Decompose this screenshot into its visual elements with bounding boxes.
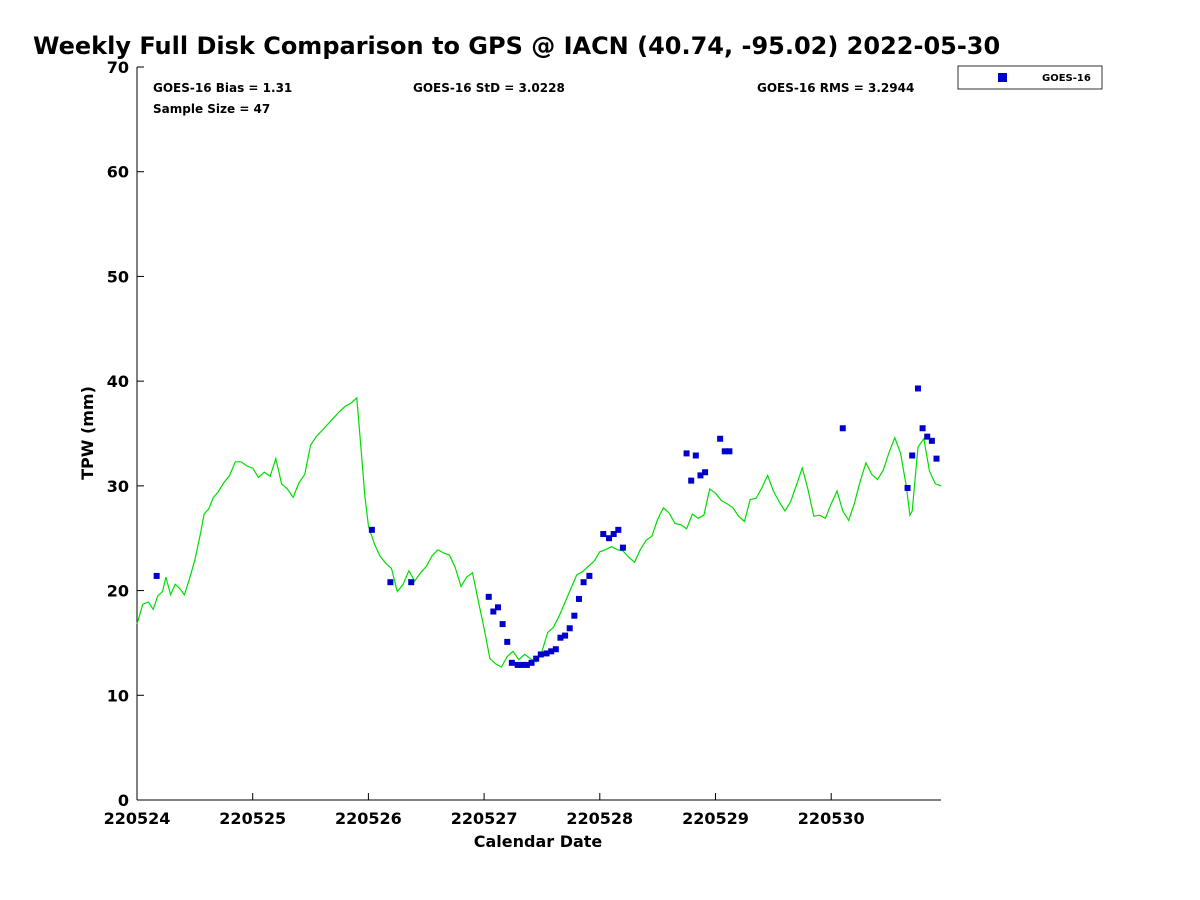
goes16-point (839, 425, 846, 432)
x-axis-label: Calendar Date (474, 832, 603, 851)
goes16-point (909, 452, 916, 459)
legend-entry-goes16: GOES-16 (1042, 73, 1091, 84)
x-tick-label: 220524 (104, 809, 171, 828)
goes16-point (721, 448, 728, 455)
goes16-point (490, 608, 497, 615)
goes16-point (606, 535, 613, 542)
sample-size-stat: Sample Size = 47 (153, 102, 270, 116)
goes16-point (528, 659, 535, 666)
y-tick-label: 70 (107, 58, 129, 77)
x-tick-label: 220526 (335, 809, 402, 828)
goes16-point (571, 612, 578, 619)
goes16-point (697, 472, 704, 479)
goes16-point (557, 634, 564, 641)
goes16-point (368, 526, 375, 533)
goes16-point (702, 469, 709, 476)
legend: GOES-16 (957, 65, 1103, 90)
goes16-point (688, 477, 695, 484)
x-tick-label: 220525 (219, 809, 286, 828)
goes16-point (548, 648, 555, 655)
goes16-point (494, 604, 501, 611)
y-tick-label: 20 (107, 582, 129, 601)
goes16-point (683, 450, 690, 457)
plot-area: 0 10 20 30 40 50 60 70 220524 220525 220526 220527 2… (104, 58, 942, 828)
goes16-point (924, 433, 931, 440)
legend-box (957, 65, 1103, 90)
goes16-point (919, 425, 926, 432)
y-tick-label: 0 (118, 791, 129, 810)
std-stat: GOES-16 StD = 3.0228 (413, 81, 565, 95)
bias-stat: GOES-16 Bias = 1.31 (153, 81, 292, 95)
goes16-point (552, 646, 559, 653)
x-tick-label: 220527 (451, 809, 518, 828)
goes16-point (514, 661, 521, 668)
goes16-point (523, 661, 530, 668)
goes16-point (619, 544, 626, 551)
y-axis-label: TPW (mm) (78, 386, 97, 480)
goes16-point (519, 661, 526, 668)
goes16-point (485, 593, 492, 600)
goes16-point (566, 625, 573, 632)
goes16-point (692, 452, 699, 459)
chart-title: Weekly Full Disk Comparison to GPS @ IAC… (33, 32, 1000, 60)
goes16-point (153, 572, 160, 579)
goes16-point (408, 579, 415, 586)
goes16-point (904, 484, 911, 491)
goes16-point (914, 385, 921, 392)
goes16-point (600, 531, 607, 538)
goes16-point (928, 437, 935, 444)
y-tick-label: 50 (107, 267, 129, 286)
goes16-point (610, 531, 617, 538)
goes16-point (575, 595, 582, 602)
goes16-point (504, 638, 511, 645)
goes16-point (537, 651, 544, 658)
goes16-point (533, 655, 540, 662)
goes16-point (499, 621, 506, 628)
goes16-point (508, 659, 515, 666)
goes16-point (387, 579, 394, 586)
x-tick-label: 220530 (798, 809, 865, 828)
rms-stat: GOES-16 RMS = 3.2944 (757, 81, 914, 95)
goes16-point (562, 632, 569, 639)
goes16-point (586, 572, 593, 579)
y-tick-label: 60 (107, 163, 129, 182)
y-tick-label: 30 (107, 477, 129, 496)
goes16-point (933, 455, 940, 462)
goes16-point (726, 448, 733, 455)
y-tick-label: 10 (107, 686, 129, 705)
legend-marker-icon (998, 73, 1007, 82)
goes16-point (543, 650, 550, 657)
gps-series-line (136, 396, 942, 668)
goes16-point (615, 526, 622, 533)
goes16-point (580, 579, 587, 586)
y-tick-label: 40 (107, 372, 129, 391)
goes16-point (717, 435, 724, 442)
x-tick-label: 220528 (566, 809, 633, 828)
x-tick-label: 220529 (682, 809, 749, 828)
